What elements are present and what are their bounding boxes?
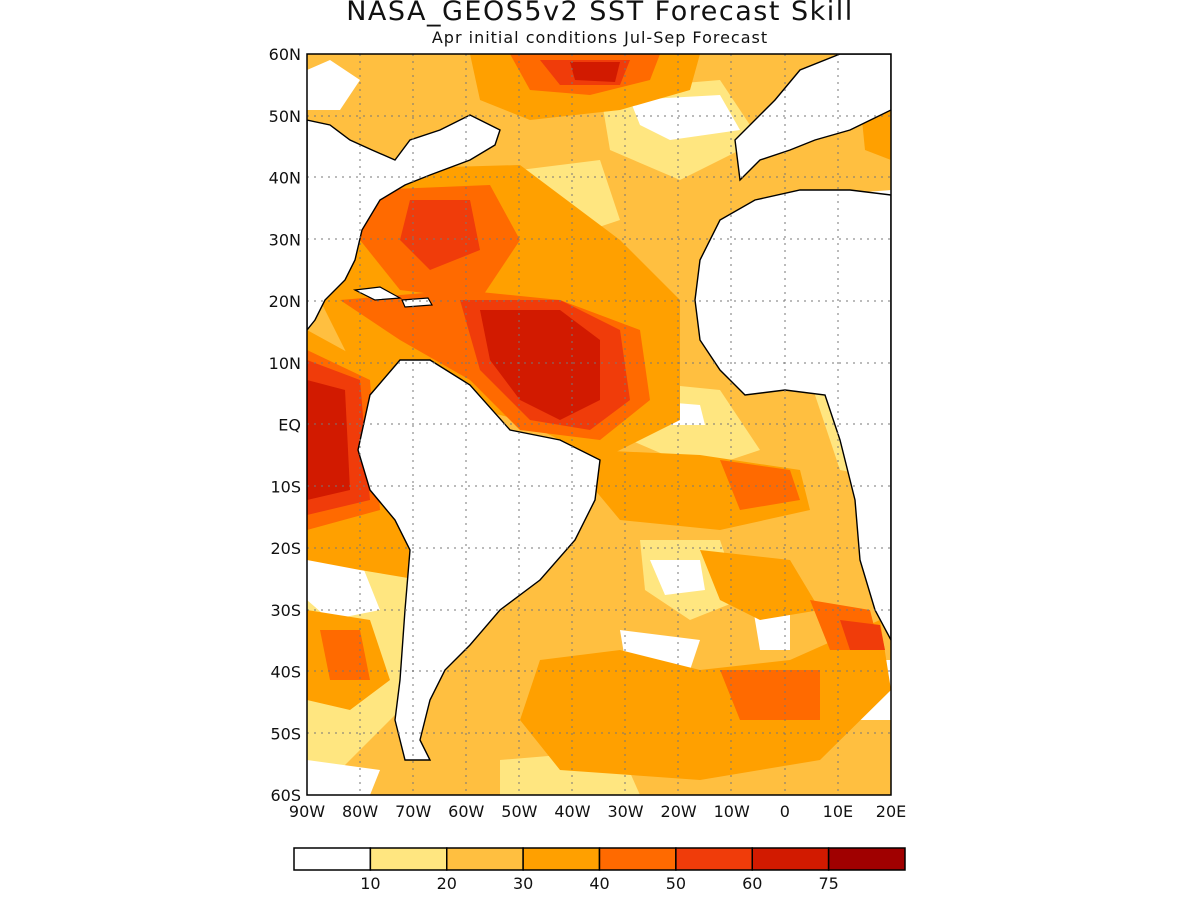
lat-tick-label: 40S xyxy=(270,663,301,682)
lon-tick-label: 60W xyxy=(448,802,484,821)
lat-tick-label: 50S xyxy=(270,724,301,743)
colorbar-box xyxy=(293,847,372,871)
colorbar-box xyxy=(675,847,753,871)
skill-30-40-region xyxy=(700,550,820,620)
lat-tick-label: 50N xyxy=(269,107,301,126)
skill-field xyxy=(307,54,891,795)
colorbar-box xyxy=(522,847,601,871)
island-hispaniola xyxy=(401,297,433,308)
lat-tick-label: 30S xyxy=(270,601,301,620)
lon-tick-label: 90W xyxy=(289,802,325,821)
colorbar-box xyxy=(369,847,448,871)
skill-30-40-region xyxy=(520,620,891,780)
skill-none-region xyxy=(307,60,360,110)
lon-tick-label: 40W xyxy=(554,802,590,821)
lon-tick-label: 10E xyxy=(823,802,853,821)
colorbar-label: 10 xyxy=(360,874,380,893)
skill-none-region xyxy=(307,560,380,620)
skill-40-50-region xyxy=(720,670,820,720)
land-europe xyxy=(734,54,891,182)
graticule xyxy=(307,54,891,795)
colorbar-label: 20 xyxy=(437,874,457,893)
lat-tick-label: 60N xyxy=(269,45,301,64)
skill-60-75-region xyxy=(570,62,620,82)
colorbar-label: 50 xyxy=(666,874,686,893)
skill-50-60-region xyxy=(840,620,885,650)
skill-40-50-region xyxy=(720,460,800,510)
land-africa xyxy=(694,189,891,641)
lon-tick-label: 20W xyxy=(661,802,697,821)
colorbar-label: 60 xyxy=(742,874,762,893)
lon-tick-label: 10W xyxy=(714,802,750,821)
chart-title: NASA_GEOS5v2 SST Forecast Skill xyxy=(346,0,854,27)
skill-60-75-region xyxy=(480,310,600,420)
colorbar-box xyxy=(827,847,906,871)
skill-40-50-region xyxy=(320,630,370,680)
lat-tick-label: 30N xyxy=(269,230,301,249)
lon-tick-label: 70W xyxy=(395,802,431,821)
colorbar-box xyxy=(751,847,830,871)
lat-tick-label: 20S xyxy=(270,539,301,558)
lat-tick-label: EQ xyxy=(278,416,301,435)
lat-tick-label: 60S xyxy=(270,786,301,805)
skill-none-region xyxy=(630,95,740,140)
colorbar-box xyxy=(598,847,677,871)
skill-none-region xyxy=(307,760,380,795)
skill-50-60-region xyxy=(400,200,480,270)
colorbar xyxy=(293,847,906,871)
skill-none-region xyxy=(650,560,705,595)
chart-subtitle: Apr initial conditions Jul-Sep Forecast xyxy=(431,28,769,47)
skill-60-75-region xyxy=(307,380,350,500)
lon-tick-label: 30W xyxy=(607,802,643,821)
colorbar-label: 40 xyxy=(589,874,609,893)
lat-tick-label: 10N xyxy=(269,354,301,373)
land-north-america xyxy=(307,114,501,332)
lon-tick-label: 0 xyxy=(780,802,790,821)
lat-tick-label: 20N xyxy=(269,292,301,311)
lat-tick-label: 40N xyxy=(269,169,301,188)
lon-axis: 90W 80W 70W 60W 50W 40W 30W 20W 10W 0 10E 20E xyxy=(289,802,906,821)
colorbar-box xyxy=(446,847,524,871)
lon-tick-label: 50W xyxy=(501,802,537,821)
colorbar-label: 30 xyxy=(513,874,533,893)
lat-axis: 60N 50N 40N 30N 20N 10N EQ 10S 20S 30S 40S 50S 60S xyxy=(269,45,301,805)
lat-tick-label: 10S xyxy=(270,477,301,496)
colorbar-label: 75 xyxy=(818,874,838,893)
lon-tick-label: 80W xyxy=(342,802,378,821)
land-south-america xyxy=(357,359,601,761)
colorbar-labels: 10 20 30 40 50 60 75 xyxy=(360,874,839,893)
island-cuba xyxy=(352,286,403,301)
lon-tick-label: 20E xyxy=(876,802,906,821)
map-frame xyxy=(306,53,892,796)
